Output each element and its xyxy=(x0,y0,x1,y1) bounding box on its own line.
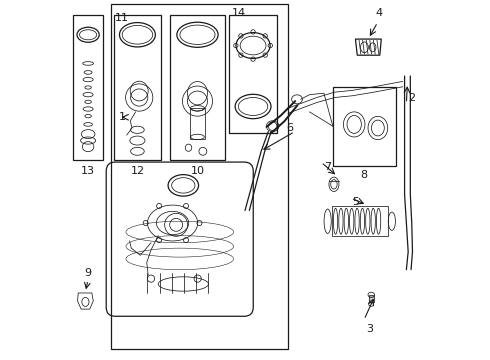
Text: 3: 3 xyxy=(367,324,373,334)
Text: 7: 7 xyxy=(324,162,331,172)
Text: 11: 11 xyxy=(115,13,129,23)
Bar xyxy=(368,295,374,302)
Bar xyxy=(170,15,225,160)
Text: 14: 14 xyxy=(231,8,245,18)
Text: 13: 13 xyxy=(81,166,95,176)
Bar xyxy=(333,87,395,166)
Bar xyxy=(111,4,288,348)
Text: 1: 1 xyxy=(119,112,126,122)
Bar xyxy=(229,15,277,134)
Text: 12: 12 xyxy=(130,166,145,176)
Bar xyxy=(332,206,388,237)
Text: 10: 10 xyxy=(191,166,205,176)
Text: 8: 8 xyxy=(361,170,368,180)
Text: 9: 9 xyxy=(84,268,92,278)
Text: 2: 2 xyxy=(408,93,416,103)
Bar xyxy=(190,108,205,139)
Bar xyxy=(73,15,103,160)
Text: 5: 5 xyxy=(353,197,360,207)
Text: 4: 4 xyxy=(376,8,383,18)
Bar xyxy=(114,15,161,160)
Text: 6: 6 xyxy=(286,123,293,133)
